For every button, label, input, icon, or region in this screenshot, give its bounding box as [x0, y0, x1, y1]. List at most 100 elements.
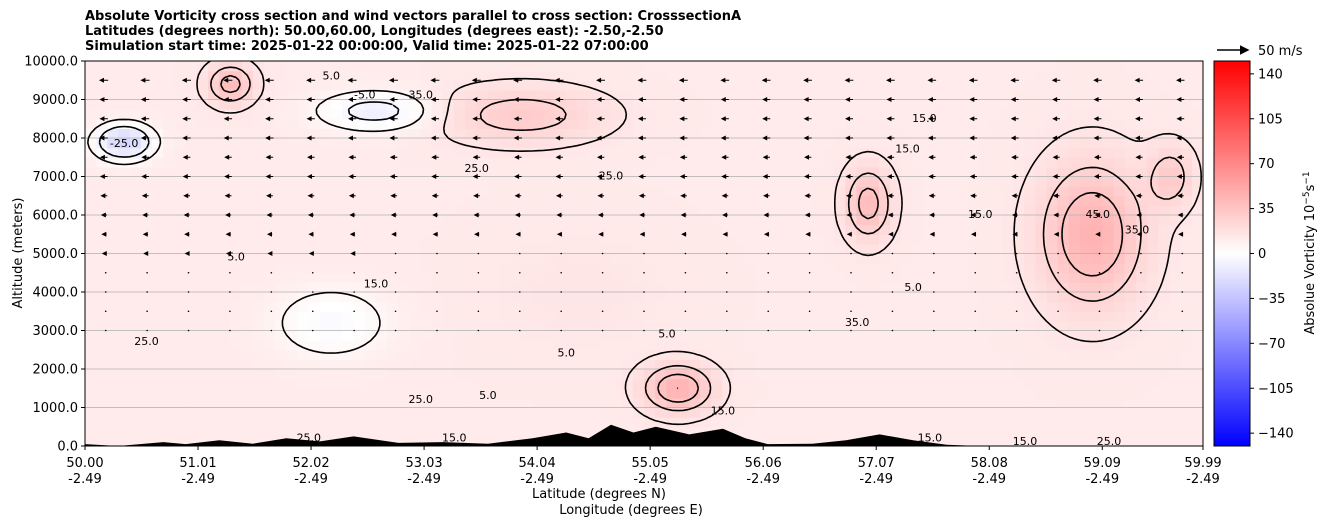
heatmap-cell: [498, 397, 511, 409]
heatmap-cell: [207, 330, 220, 341]
contour-label: 15.0: [912, 112, 937, 125]
heatmap-cell: [1135, 166, 1148, 178]
heatmap-cell: [666, 272, 679, 283]
heatmap-cell: [174, 234, 187, 245]
heatmap-cell: [1169, 369, 1182, 380]
wind-vector: [1140, 329, 1142, 332]
heatmap-cell: [275, 311, 287, 322]
heatmap-cell: [1191, 253, 1203, 264]
heatmap-cell: [666, 263, 679, 274]
heatmap-cell: [968, 109, 980, 120]
heatmap-cell: [107, 109, 120, 120]
heatmap-cell: [241, 147, 254, 158]
heatmap-cell: [1012, 205, 1025, 216]
heatmap-cell: [297, 426, 310, 437]
heatmap-cell: [543, 330, 556, 341]
heatmap-cell: [96, 311, 108, 322]
heatmap-cell: [163, 243, 176, 255]
heatmap-cell: [498, 359, 511, 370]
wind-vector-head: [472, 154, 478, 160]
heatmap-cell: [688, 70, 701, 81]
heatmap-cell: [219, 340, 231, 351]
heatmap-cell: [632, 99, 645, 110]
heatmap-cell: [699, 292, 712, 303]
heatmap-cell: [565, 157, 578, 168]
wind-vector-head: [679, 174, 685, 179]
heatmap-cell: [610, 138, 623, 149]
heatmap-cell: [364, 320, 377, 332]
x-tick-label-lon: -2.49: [972, 472, 1006, 487]
heatmap-cell: [241, 282, 254, 293]
heatmap-cell: [431, 166, 444, 178]
heatmap-cell: [834, 301, 846, 312]
heatmap-cell: [219, 292, 231, 303]
heatmap-cell: [487, 349, 500, 360]
heatmap-cell: [822, 320, 835, 332]
heatmap-cell: [1135, 215, 1148, 226]
wind-vector-head: [846, 212, 852, 218]
wind-vector-head: [347, 77, 353, 83]
wind-vector-head: [224, 154, 230, 160]
heatmap-cell: [476, 320, 489, 332]
heatmap-cell: [1001, 292, 1014, 303]
heatmap-cell: [688, 243, 701, 255]
heatmap-cell: [1035, 272, 1048, 283]
heatmap-cell: [576, 311, 589, 322]
heatmap-cell: [778, 340, 790, 351]
heatmap-cell: [263, 205, 276, 216]
heatmap-cell: [252, 301, 265, 312]
heatmap-cell: [1124, 426, 1137, 437]
heatmap-cell: [174, 301, 187, 312]
heatmap-cell: [1091, 349, 1103, 360]
heatmap-cell: [778, 272, 790, 283]
heatmap-cell: [800, 243, 813, 255]
heatmap-cell: [420, 330, 433, 341]
heatmap-cell: [230, 80, 243, 91]
heatmap-cell: [85, 340, 97, 351]
heatmap-cell: [856, 272, 869, 283]
heatmap-cell: [632, 80, 645, 91]
heatmap-cell: [342, 426, 354, 437]
heatmap-cell: [275, 61, 287, 72]
heatmap-cell: [521, 349, 533, 360]
heatmap-cell: [666, 147, 679, 158]
heatmap-cell: [588, 388, 600, 399]
heatmap-cell: [688, 292, 701, 303]
heatmap-cell: [822, 340, 835, 351]
heatmap-cell: [263, 61, 276, 72]
heatmap-cell: [722, 301, 735, 312]
heatmap-cell: [621, 301, 634, 312]
heatmap-cell: [129, 349, 142, 360]
heatmap-cell: [599, 330, 612, 341]
heatmap-cell: [1012, 215, 1025, 226]
wind-vector-head: [223, 97, 229, 102]
heatmap-cell: [1024, 282, 1036, 293]
heatmap-cell: [386, 215, 399, 226]
heatmap-cell: [442, 205, 455, 216]
heatmap-cell: [1180, 320, 1193, 332]
wind-vector-head: [804, 154, 810, 160]
heatmap-cell: [934, 99, 947, 110]
heatmap-cell: [263, 301, 276, 312]
heatmap-cell: [766, 253, 779, 264]
heatmap-cell: [375, 205, 388, 216]
heatmap-cell: [230, 263, 243, 274]
heatmap-cell: [487, 80, 500, 91]
heatmap-cell: [521, 272, 533, 283]
heatmap-cell: [878, 340, 891, 351]
heatmap-cell: [1035, 292, 1048, 303]
wind-vector: [1098, 329, 1101, 332]
heatmap-cell: [621, 407, 634, 418]
heatmap-cell: [1180, 195, 1193, 206]
heatmap-cell: [755, 234, 768, 245]
heatmap-cell: [845, 272, 858, 283]
heatmap-cell: [1191, 147, 1203, 158]
heatmap-cell: [353, 417, 366, 428]
heatmap-cell: [901, 234, 913, 245]
heatmap-cell: [834, 128, 846, 139]
wind-vector: [974, 310, 977, 313]
heatmap-cell: [286, 263, 299, 274]
wind-vector-head: [1053, 231, 1059, 237]
heatmap-cell: [1057, 272, 1070, 283]
heatmap-cell: [487, 388, 500, 399]
